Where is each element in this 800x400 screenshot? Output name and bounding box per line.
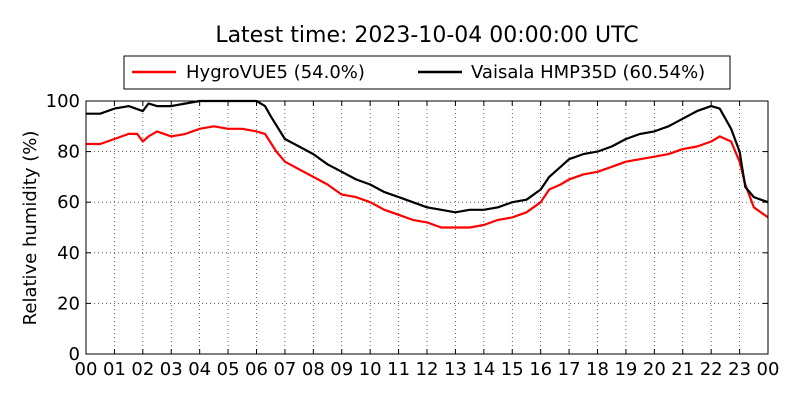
x-tick-label: 18 bbox=[586, 359, 609, 380]
x-tick-label: 12 bbox=[416, 359, 439, 380]
x-tick-label: 09 bbox=[330, 359, 353, 380]
x-tick-label: 07 bbox=[273, 359, 296, 380]
y-tick-label: 20 bbox=[57, 293, 80, 314]
x-tick-label: 20 bbox=[643, 359, 666, 380]
y-tick-label: 0 bbox=[69, 344, 80, 365]
x-tick-label: 15 bbox=[501, 359, 524, 380]
x-tick-label: 22 bbox=[700, 359, 723, 380]
y-tick-label: 80 bbox=[57, 142, 80, 163]
x-tick-label: 06 bbox=[245, 359, 268, 380]
legend-label-1: Vaisala HMP35D (60.54%) bbox=[471, 62, 705, 83]
x-tick-labels: 00 01 02 03 04 05 06 07 08 09 10 11 12 13 14 15 16 17 18 19… bbox=[75, 359, 780, 380]
y-axis-label: Relative humidity (%) bbox=[20, 131, 41, 326]
ticks bbox=[85, 100, 769, 355]
x-tick-label: 17 bbox=[558, 359, 581, 380]
x-tick-label: 16 bbox=[529, 359, 552, 380]
x-tick-label: 19 bbox=[614, 359, 637, 380]
x-tick-label: 13 bbox=[444, 359, 467, 380]
x-tick-label: 11 bbox=[387, 359, 410, 380]
series-line-0 bbox=[86, 125, 769, 229]
x-tick-label: 03 bbox=[160, 359, 183, 380]
x-tick-label: 05 bbox=[217, 359, 240, 380]
y-tick-labels: 0 20 40 60 80 100 bbox=[46, 91, 80, 365]
x-tick-label: 01 bbox=[103, 359, 126, 380]
x-tick-label: 00 bbox=[75, 359, 98, 380]
legend: HygroVUE5 (54.0%) Vaisala HMP35D (60.54%) bbox=[123, 55, 731, 90]
x-tick-label: 08 bbox=[302, 359, 325, 380]
x-tick-label: 04 bbox=[188, 359, 211, 380]
x-tick-label: 00 bbox=[757, 359, 780, 380]
plot-frame bbox=[86, 101, 768, 354]
grid bbox=[86, 101, 768, 354]
y-tick-label: 100 bbox=[46, 91, 80, 112]
legend-label-0: HygroVUE5 (54.0%) bbox=[186, 62, 365, 83]
x-tick-label: 21 bbox=[671, 359, 694, 380]
chart-title: Latest time: 2023-10-04 00:00:00 UTC bbox=[215, 23, 638, 48]
x-tick-label: 14 bbox=[472, 359, 495, 380]
y-tick-label: 60 bbox=[57, 192, 80, 213]
x-tick-label: 10 bbox=[359, 359, 382, 380]
x-tick-label: 23 bbox=[728, 359, 751, 380]
y-tick-label: 40 bbox=[57, 243, 80, 264]
x-tick-label: 02 bbox=[131, 359, 154, 380]
